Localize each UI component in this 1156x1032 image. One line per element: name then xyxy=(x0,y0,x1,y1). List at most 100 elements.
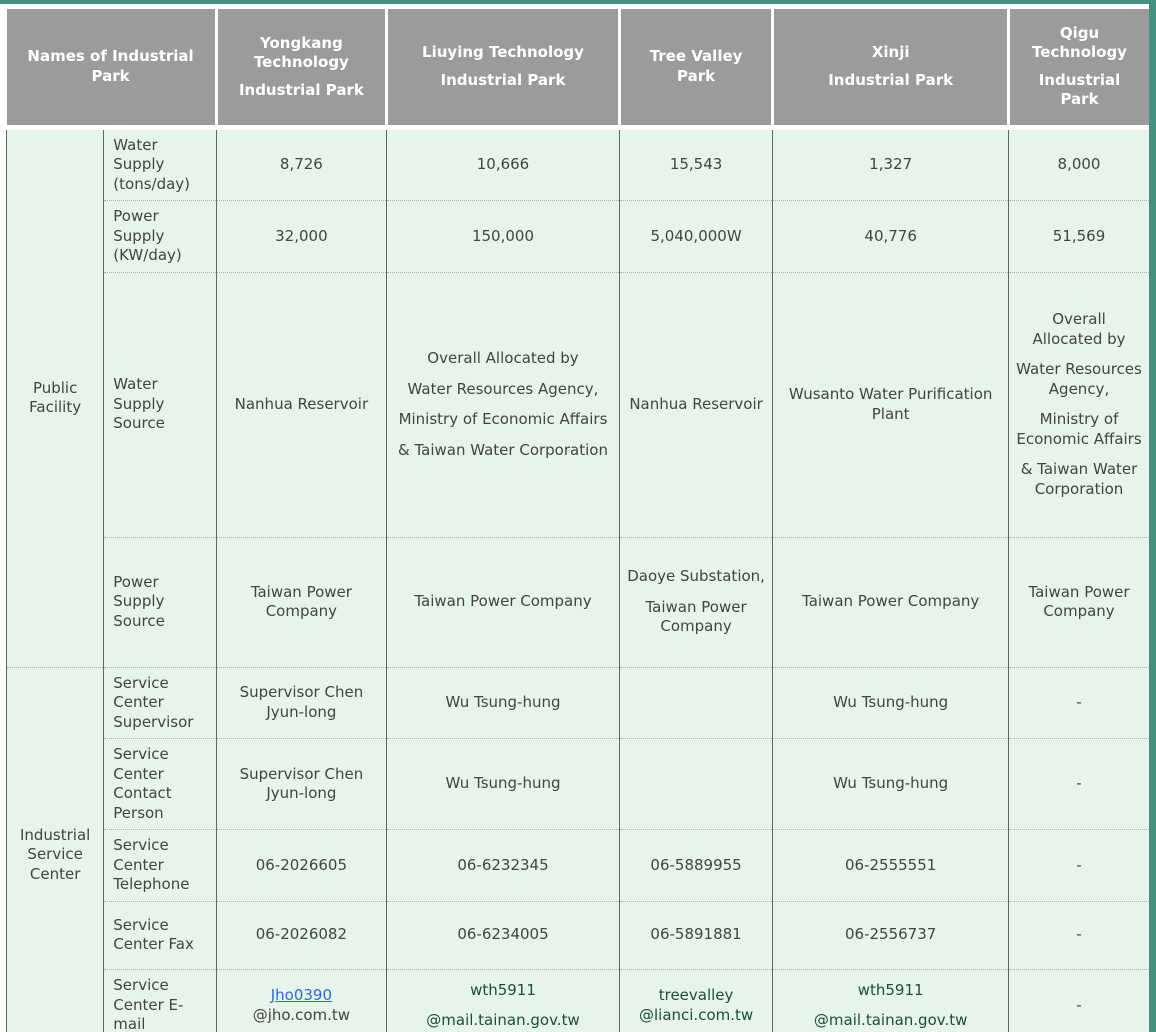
cell-paragraph: Taiwan Power Company xyxy=(645,597,747,636)
header-park-line: Industrial Park xyxy=(1038,70,1121,109)
row-contact-person: Service Center Contact Person Supervisor… xyxy=(7,738,1149,830)
label-email: Service Center E-mail xyxy=(103,968,217,1032)
cell-paragraph: Overall Allocated by xyxy=(1032,310,1126,348)
cell-paragraph: Taiwan Power Company xyxy=(414,592,592,611)
cell-paragraph: Water Resources Agency, xyxy=(407,379,599,398)
cell-paragraph: Wusanto Water Purification Plant xyxy=(788,385,993,423)
header-park-liuying: Liuying Technology Industrial Park xyxy=(386,9,621,130)
row-fax: Service Center Fax 06-2026082 06-6234005… xyxy=(7,900,1149,969)
cell-water-supply-tree-valley: 15,543 xyxy=(618,126,773,201)
header-park-qigu: Qigu Technology Industrial Park xyxy=(1008,9,1149,130)
cell-power-supply-liuying: 150,000 xyxy=(386,200,620,272)
cell-power-source-tree-valley: Daoye Substation, Taiwan Power Company xyxy=(618,536,773,667)
label-water-source: Water Supply Source xyxy=(103,271,217,537)
cell-email-qigu: - xyxy=(1008,968,1149,1032)
cell-fax-tree-valley: 06-5891881 xyxy=(618,900,773,969)
cell-power-supply-qigu: 51,569 xyxy=(1008,200,1149,272)
email-domain: @jho.com.tw xyxy=(252,1005,351,1024)
email-line: @mail.tainan.gov.tw xyxy=(813,1011,968,1029)
email-line: wth5911 xyxy=(470,980,536,999)
cell-telephone-qigu: - xyxy=(1008,829,1149,901)
row-supervisor: Industrial Service Center Service Center… xyxy=(5,666,1149,1032)
header-park-line: Industrial Park xyxy=(828,70,954,89)
cell-water-source-tree-valley: Nanhua Reservoir xyxy=(618,271,773,537)
cell-power-source-liuying: Taiwan Power Company xyxy=(386,536,620,667)
cell-paragraph: Taiwan Power Company xyxy=(250,582,352,621)
cell-paragraph: Nanhua Reservoir xyxy=(629,394,763,413)
cell-paragraph: Water Resources Agency, xyxy=(1016,360,1142,398)
cell-power-source-xinji: Taiwan Power Company xyxy=(772,536,1009,667)
label-fax: Service Center Fax xyxy=(103,900,217,969)
cell-power-supply-tree-valley: 5,040,000W xyxy=(618,200,773,272)
row-email: Service Center E-mail Jho0390 @jho.com.t… xyxy=(7,968,1149,1032)
row-water-supply: Public Facility Water Supply (tons/day) … xyxy=(5,126,1149,667)
cell-email-tree-valley: treevalley @lianci.com.tw xyxy=(618,968,773,1032)
cell-paragraph: Nanhua Reservoir xyxy=(234,394,369,413)
cell-water-source-xinji: Wusanto Water Purification Plant xyxy=(772,271,1009,537)
cell-email-yongkang: Jho0390 @jho.com.tw xyxy=(215,968,387,1032)
cell-water-supply-xinji: 1,327 xyxy=(772,126,1009,201)
email-line: @mail.tainan.gov.tw xyxy=(426,1011,580,1029)
cell-power-source-yongkang: Taiwan Power Company xyxy=(215,536,387,667)
cell-fax-xinji: 06-2556737 xyxy=(772,900,1009,969)
cell-water-source-liuying: Overall Allocated by Water Resources Age… xyxy=(386,271,620,537)
cell-paragraph: Ministry of Economic Affairs xyxy=(398,410,608,428)
cell-power-source-qigu: Taiwan Power Company xyxy=(1008,536,1149,667)
cell-paragraph: Daoye Substation, xyxy=(627,567,765,586)
cell-fax-liuying: 06-6234005 xyxy=(386,900,620,969)
header-park-xinji: Xinji Industrial Park xyxy=(772,9,1011,130)
cell-paragraph: & Taiwan Water Corporation xyxy=(398,440,608,459)
header-park-line: Qigu Technology xyxy=(1032,23,1127,62)
header-park-yongkang: Yongkang Technology Industrial Park xyxy=(216,9,389,130)
header-park-line: Xinji xyxy=(871,43,910,62)
label-telephone: Service Center Telephone xyxy=(103,829,217,901)
cell-supervisor-xinji: Wu Tsung-hung xyxy=(772,666,1009,739)
cell-fax-yongkang: 06-2026082 xyxy=(215,900,387,969)
right-frame-bar xyxy=(1149,0,1156,1032)
cell-water-supply-qigu: 8,000 xyxy=(1008,126,1149,201)
cell-supervisor-yongkang: Supervisor Chen Jyun-long xyxy=(215,666,387,739)
group-industrial-service-center: Industrial Service Center xyxy=(5,666,104,1032)
label-supervisor: Service Center Supervisor xyxy=(103,666,217,739)
cell-contact-qigu: - xyxy=(1008,738,1149,830)
email-link-jho0390[interactable]: Jho0390 xyxy=(270,986,333,1004)
email-line: treevalley xyxy=(658,986,734,1004)
email-line: wth5911 xyxy=(857,980,924,999)
label-water-supply: Water Supply (tons/day) xyxy=(103,126,217,201)
header-names-of-industrial-park: Names of Industrial Park xyxy=(6,9,218,130)
header-park-line: Industrial Park xyxy=(238,80,364,99)
cell-water-source-yongkang: Nanhua Reservoir xyxy=(215,271,387,537)
cell-water-supply-liuying: 10,666 xyxy=(386,126,620,201)
header-park-line: Yongkang Technology xyxy=(253,33,349,72)
header-row: Names of Industrial Park Yongkang Techno… xyxy=(6,9,1149,130)
email-line: @lianci.com.tw xyxy=(638,1005,754,1024)
header-park-line: Industrial Park xyxy=(440,70,566,89)
cell-water-source-qigu: Overall Allocated by Water Resources Age… xyxy=(1008,271,1149,537)
cell-supervisor-qigu: - xyxy=(1008,666,1149,739)
header-park-line: Tree Valley Park xyxy=(649,47,743,85)
label-power-supply: Power Supply (KW/day) xyxy=(103,200,217,272)
cell-contact-xinji: Wu Tsung-hung xyxy=(772,738,1009,830)
row-telephone: Service Center Telephone 06-2026605 06-6… xyxy=(7,829,1149,901)
top-frame-bar xyxy=(0,0,1156,4)
cell-water-supply-yongkang: 8,726 xyxy=(215,126,387,201)
group-public-facility: Public Facility xyxy=(5,126,104,667)
cell-paragraph: Ministry of Economic Affairs xyxy=(1016,410,1142,448)
cell-email-liuying: wth5911 @mail.tainan.gov.tw xyxy=(386,968,620,1032)
cell-contact-tree-valley xyxy=(618,738,773,830)
cell-contact-liuying: Wu Tsung-hung xyxy=(386,738,620,830)
cell-paragraph: Taiwan Power Company xyxy=(802,592,980,611)
cell-email-xinji: wth5911 @mail.tainan.gov.tw xyxy=(772,968,1009,1032)
cell-paragraph: Overall Allocated by xyxy=(427,349,579,367)
row-power-source: Power Supply Source Taiwan Power Company… xyxy=(7,536,1149,667)
label-power-source: Power Supply Source xyxy=(103,536,217,667)
cell-paragraph: Taiwan Power Company xyxy=(1028,582,1130,621)
cell-fax-qigu: - xyxy=(1008,900,1149,969)
cell-power-supply-xinji: 40,776 xyxy=(772,200,1009,272)
cell-telephone-xinji: 06-2555551 xyxy=(772,829,1009,901)
cell-supervisor-liuying: Wu Tsung-hung xyxy=(386,666,620,739)
cell-telephone-yongkang: 06-2026605 xyxy=(215,829,387,901)
label-contact-person: Service Center Contact Person xyxy=(103,738,217,830)
row-power-supply: Power Supply (KW/day) 32,000 150,000 5,0… xyxy=(7,200,1149,272)
